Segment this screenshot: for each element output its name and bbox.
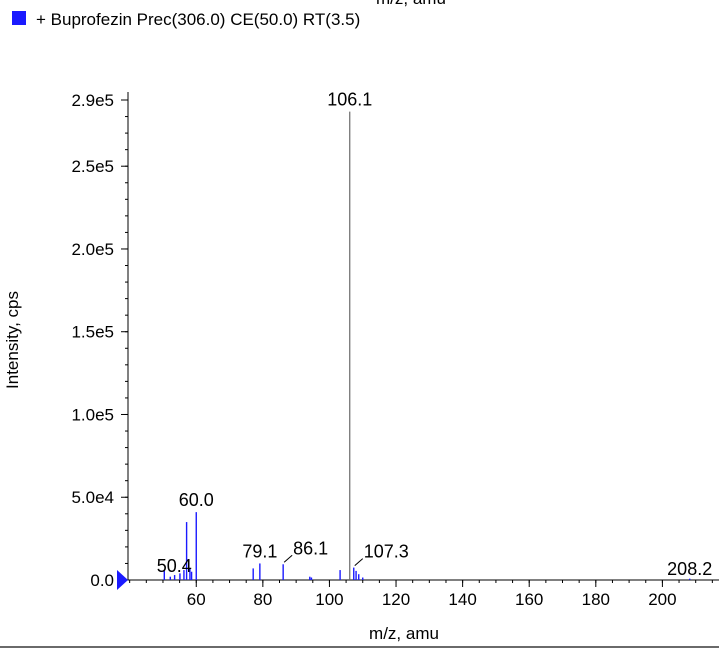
- y-tick-label: 0.0: [90, 571, 114, 590]
- legend-label: + Buprofezin Prec(306.0) CE(50.0) RT(3.5…: [36, 10, 361, 29]
- y-axis-title: Intensity, cps: [3, 291, 22, 389]
- peak-label: 208.2: [667, 559, 712, 579]
- y-tick-label: 5.0e4: [71, 488, 114, 507]
- y-tick-label: 1.5e5: [71, 323, 114, 342]
- bottom-divider: [0, 646, 719, 648]
- legend-swatch: [12, 11, 26, 25]
- peak-label: 60.0: [179, 490, 214, 510]
- peak-label: 79.1: [242, 541, 277, 561]
- y-axis: 0.0 5.0e4 1.0e5 1.5e5 2.0e5 2.5e5 2.9e5: [71, 91, 129, 590]
- peak-label: 107.3: [364, 542, 409, 562]
- y-tick-label: 1.0e5: [71, 405, 114, 424]
- x-axis-title: m/z, amu: [369, 624, 439, 643]
- x-tick-label: 200: [648, 590, 676, 609]
- peak-labels: 50.4 60.0 79.1 86.1 106.1 107.3 208.2: [157, 90, 712, 579]
- peak-label-leader: [283, 554, 293, 563]
- y-tick-label: 2.5e5: [71, 157, 114, 176]
- y-tick-label: 2.0e5: [71, 240, 114, 259]
- x-tick-label: 160: [515, 590, 543, 609]
- x-tick-label: 140: [448, 590, 476, 609]
- peak-label: 50.4: [157, 556, 192, 576]
- baseline-marker-icon[interactable]: [117, 570, 128, 590]
- y-tick-label: 2.9e5: [71, 91, 114, 110]
- peak-label: 86.1: [293, 538, 328, 558]
- peak-series: [163, 111, 691, 580]
- peak-label: 106.1: [327, 90, 372, 110]
- peak-label-leader: [354, 558, 364, 566]
- x-tick-label: 80: [253, 590, 272, 609]
- x-axis: 60 80 100 120 140 160 180 200: [128, 579, 719, 609]
- legend: + Buprofezin Prec(306.0) CE(50.0) RT(3.5…: [12, 10, 360, 30]
- x-tick-label: 120: [382, 590, 410, 609]
- x-tick-label: 180: [582, 590, 610, 609]
- top-axis-label: m/z, amu: [376, 0, 446, 9]
- x-tick-label: 100: [315, 590, 343, 609]
- x-tick-label: 60: [187, 590, 206, 609]
